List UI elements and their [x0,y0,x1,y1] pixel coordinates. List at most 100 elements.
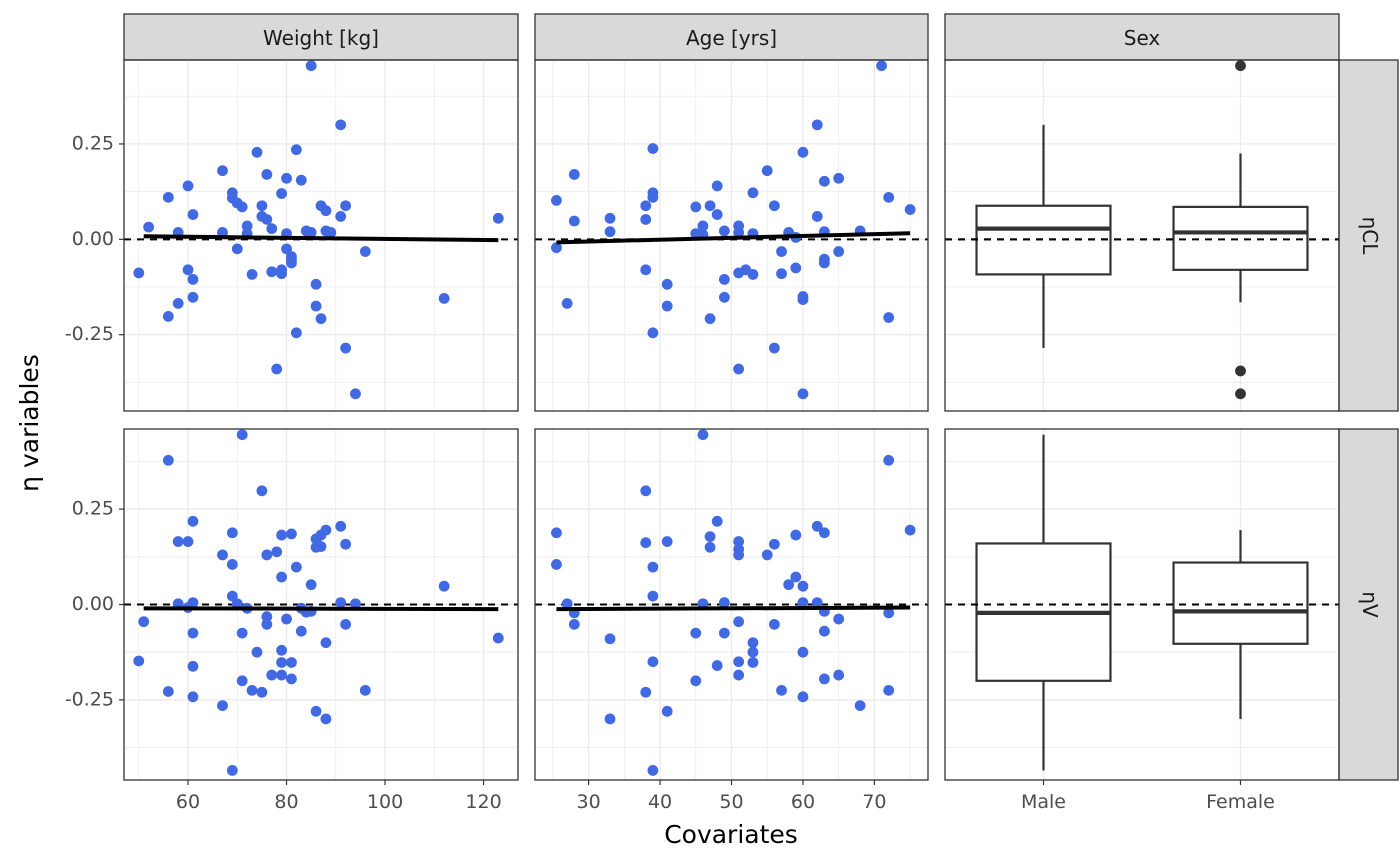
data-point [133,267,145,279]
data-point [335,597,347,608]
data-point [187,515,199,527]
box-outlier [1235,388,1246,400]
data-point [438,293,450,304]
data-point [711,660,723,671]
data-point [350,388,361,400]
data-point [904,524,916,536]
data-point [271,363,283,375]
data-point [797,597,809,608]
data-point [359,246,371,257]
data-point [266,223,278,235]
data-point [690,675,702,687]
box-iqr [1172,561,1309,645]
y-tick-label: -0.25 [65,688,114,710]
data-point [276,657,287,668]
y-tick-label: 0.00 [72,593,114,615]
data-point [261,618,273,630]
data-point [320,524,332,536]
data-point [310,300,322,312]
data-point [226,559,238,570]
y-tick-label: 0.25 [72,498,114,520]
data-point [568,169,580,180]
panel-v-wt [123,428,519,781]
data-point [811,520,823,532]
data-point [640,485,652,497]
data-point [818,625,830,637]
data-point [747,637,759,649]
data-point [162,191,174,203]
data-point [811,211,823,222]
panel-v-age [534,428,929,781]
data-point [261,611,273,623]
data-point [718,627,730,639]
data-point [231,243,243,255]
data-point [718,597,730,608]
data-point [438,580,450,592]
data-point [704,531,716,542]
data-point [350,598,361,610]
row-strip-label-cl: ηCL [1358,217,1382,256]
data-point [236,627,248,639]
data-point [133,655,145,667]
data-point [818,673,830,685]
data-point [551,242,562,254]
data-point [647,656,659,668]
data-point [276,268,287,280]
data-point [236,201,248,213]
column-strip-sex [944,13,1340,61]
data-point [640,264,652,276]
data-point [718,273,730,285]
data-point [604,633,616,645]
x-tick-label: 40 [648,791,672,813]
data-point [883,454,895,466]
data-point [854,700,866,712]
data-point [604,212,616,224]
data-point [776,246,787,257]
data-point [281,243,292,255]
data-point [335,211,347,222]
column-strip-label-age: Age [yrs] [686,26,777,50]
data-point [697,220,709,232]
data-point [747,187,759,199]
data-point [340,538,352,550]
data-point [266,266,278,278]
data-point [747,269,759,280]
data-point [281,172,292,184]
row-strip-cl [1338,59,1399,412]
data-point [320,713,332,725]
data-point [768,618,780,630]
data-point [187,660,199,672]
data-point [768,342,780,354]
x-tick-label: 120 [465,791,501,813]
data-point [290,144,302,156]
data-point [561,298,573,309]
data-point [647,561,659,573]
facet-grid: Weight [kg] Age [yrs] Sex ηCL ηV 0.25 0.00 -0.2… [65,13,1399,813]
data-point [182,536,194,547]
data-point [290,327,302,339]
x-tick-label: Male [1021,791,1066,813]
data-point [733,669,745,681]
panel-border [123,59,519,412]
panel-cl-wt [123,59,519,412]
panel-border [123,428,519,781]
data-point [492,632,504,644]
data-point [261,169,273,180]
data-point [551,559,562,570]
data-point [187,597,199,608]
trend-line [143,606,499,612]
data-point [833,246,845,257]
x-tick-label: 50 [719,791,743,813]
y-tick-label: 0.25 [72,132,114,154]
data-point [768,200,780,212]
data-point [711,209,723,220]
x-tick-label: 30 [576,791,600,813]
data-point [690,201,702,213]
data-point [604,713,616,725]
box-outlier [1235,365,1246,377]
data-point [811,119,823,131]
data-point [733,227,745,238]
data-point [305,60,317,72]
data-point [241,220,253,232]
